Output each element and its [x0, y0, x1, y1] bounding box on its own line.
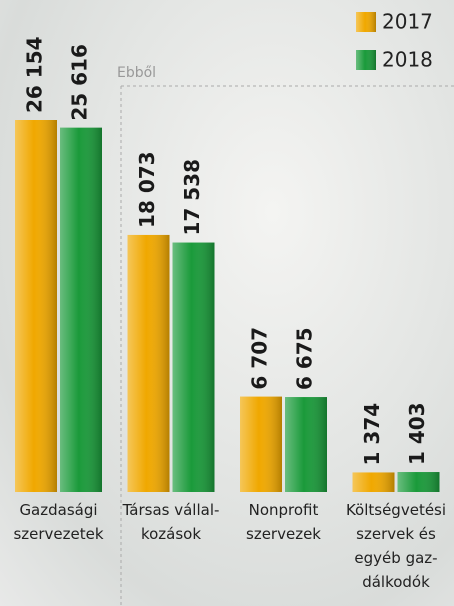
value-label: 18 073: [135, 151, 159, 228]
bar-shade: [285, 397, 327, 492]
bar-shade: [15, 120, 57, 492]
value-label: 1 403: [405, 402, 429, 465]
value-label: 6 675: [293, 327, 317, 390]
bar-shade: [172, 242, 215, 492]
annotation: Ebből: [117, 65, 156, 81]
bar-shade: [397, 472, 440, 492]
bar-shade: [127, 234, 170, 492]
bar-shade: [352, 472, 395, 492]
value-label: 1 374: [360, 403, 384, 466]
value-label: 6 707: [248, 327, 272, 390]
bar-shade: [60, 127, 102, 492]
legend-swatch-shade: [356, 12, 376, 32]
value-label: 25 616: [68, 44, 92, 121]
category-label: Nonprofit szervezek: [246, 501, 321, 543]
category-label: Társas vállal- kozások: [122, 501, 220, 543]
legend-swatch-shade: [356, 50, 376, 70]
value-label: 26 154: [23, 36, 47, 113]
legend-label: 2018: [382, 48, 433, 72]
bar-shade: [240, 396, 282, 492]
legend-label: 2017: [382, 10, 433, 34]
category-label: Gazdasági szervezetek: [13, 501, 104, 543]
value-label: 17 538: [180, 159, 204, 236]
category-label: Költségvetési szervek és egyéb gaz- dálk…: [345, 501, 447, 591]
